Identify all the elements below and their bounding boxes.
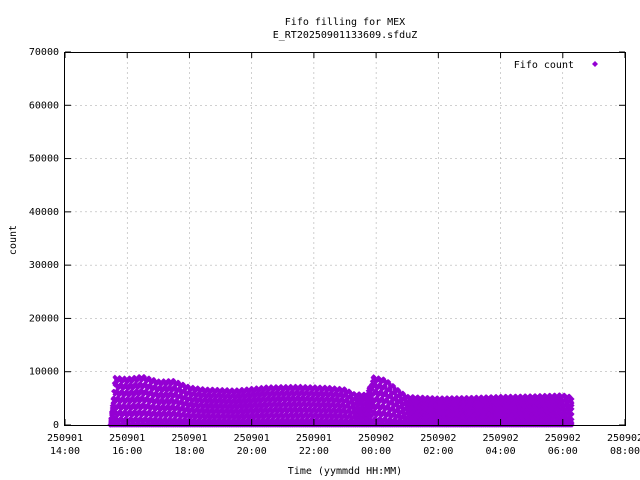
grid-lines — [65, 52, 625, 425]
data-points — [107, 374, 575, 428]
